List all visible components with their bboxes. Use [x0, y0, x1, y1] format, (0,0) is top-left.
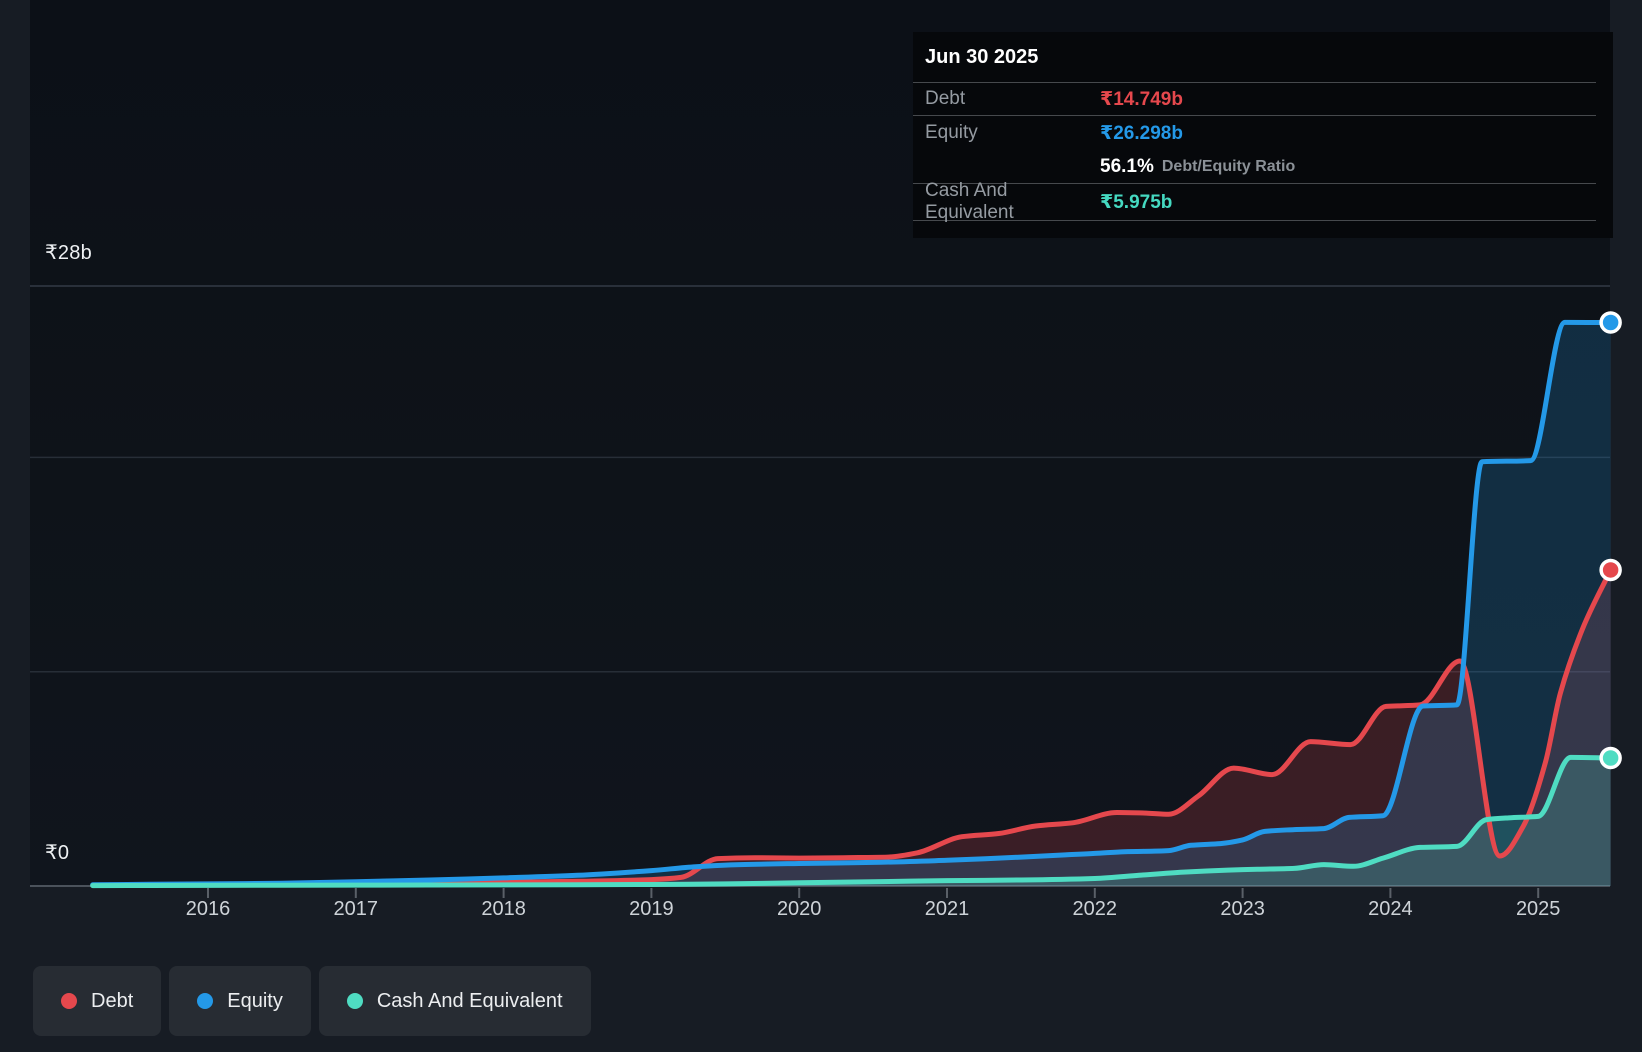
- end-marker-equity: [1599, 311, 1622, 334]
- x-axis-label-2020: 2020: [776, 898, 822, 920]
- area-fill-cash-and-equivalent: [92, 757, 1611, 886]
- y-axis-zero-label: ₹0: [45, 842, 70, 864]
- tooltip-cash-value: ₹5.975b: [1100, 191, 1173, 213]
- x-axis-label-2023: 2023: [1220, 898, 1265, 920]
- tooltip-row-ratio: 56.1% Debt/Equity Ratio: [913, 150, 1596, 184]
- x-axis-label-2024: 2024: [1368, 898, 1413, 920]
- end-marker-debt: [1599, 558, 1622, 582]
- line-equity: [90, 319, 1614, 888]
- tooltip-debt-value: ₹14.749b: [1100, 88, 1183, 110]
- legend-dot-debt: [61, 993, 77, 1009]
- tooltip-debt-label: Debt: [925, 88, 966, 109]
- tooltip-equity-value: ₹26.298b: [1100, 122, 1183, 144]
- x-axis-label-2019: 2019: [629, 898, 674, 920]
- legend-button-cash-and-equivalent[interactable]: Cash And Equivalent: [318, 966, 591, 1036]
- tooltip-row-equity: Equity ₹26.298b: [913, 116, 1596, 150]
- end-marker-cash-and-equivalent: [1599, 746, 1622, 770]
- chart-tooltip: Jun 30 2025 Debt ₹14.749b Equity ₹26.298…: [913, 32, 1613, 238]
- legend-dot-cash-and-equivalent: [346, 993, 363, 1009]
- y-axis-max-label: ₹28b: [45, 242, 92, 264]
- tooltip-row-cash: Cash And Equivalent ₹5.975b: [913, 180, 1596, 223]
- tooltip-row-debt: Debt ₹14.749b: [913, 83, 1596, 116]
- x-axis-label-2021: 2021: [924, 898, 970, 920]
- x-axis-label-2017: 2017: [333, 898, 379, 920]
- tooltip-ratio-label: Debt/Equity Ratio: [1161, 157, 1296, 175]
- legend-label: Cash And Equivalent: [376, 989, 563, 1012]
- tooltip-equity-label: Equity: [925, 122, 978, 143]
- chart-legend: Debt Equity Cash And Equivalent: [33, 966, 591, 1036]
- area-fill-equity: [92, 322, 1611, 886]
- legend-button-debt[interactable]: Debt: [33, 966, 162, 1036]
- tooltip-date: Jun 30 2025: [913, 32, 1596, 83]
- legend-label: Debt: [91, 989, 134, 1012]
- x-axis-label-2016: 2016: [185, 898, 231, 920]
- line-debt: [90, 567, 1614, 888]
- x-axis-label-2025: 2025: [1515, 898, 1561, 920]
- legend-dot-equity: [197, 993, 214, 1009]
- x-axis-label-2018: 2018: [481, 898, 526, 920]
- area-fill-debt: [92, 570, 1611, 886]
- x-axis-label-2022: 2022: [1072, 898, 1118, 920]
- legend-label: Equity: [227, 989, 283, 1012]
- line-cash-and-equivalent: [90, 754, 1614, 889]
- tooltip-ratio-value: 56.1%: [1100, 155, 1154, 177]
- tooltip-cash-label: Cash And Equivalent: [925, 180, 1014, 223]
- legend-button-equity[interactable]: Equity: [169, 966, 311, 1036]
